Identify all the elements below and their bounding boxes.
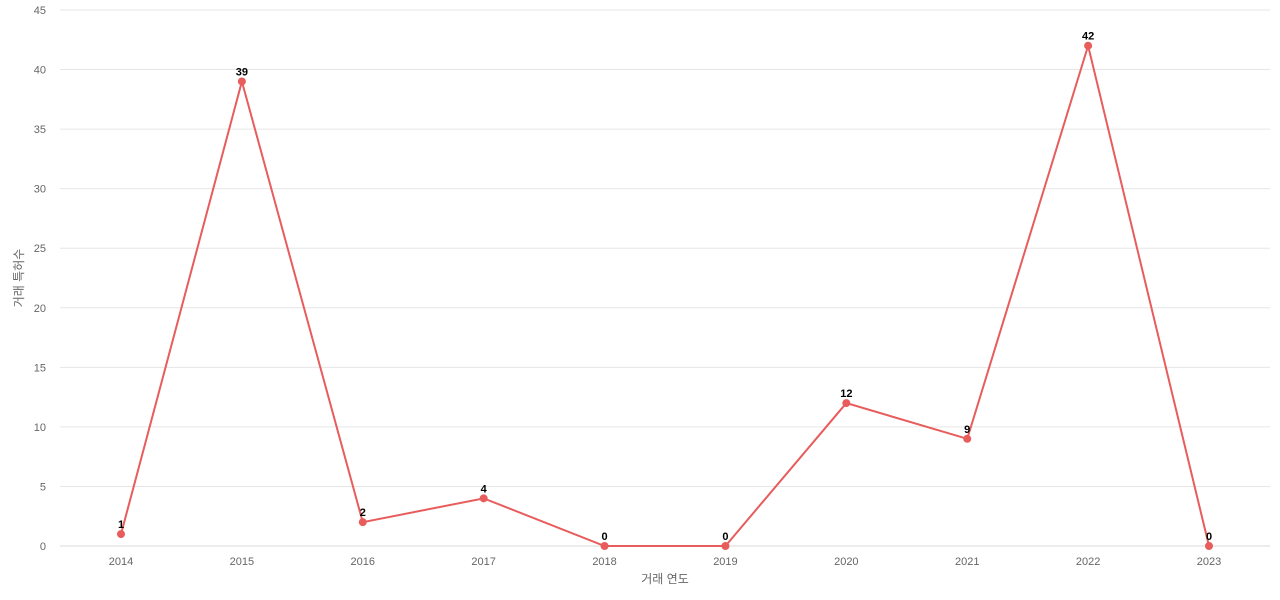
x-tick-label: 2016	[351, 556, 375, 568]
data-label: 0	[722, 531, 728, 543]
data-point	[600, 542, 609, 550]
x-tick-label: 2022	[1076, 556, 1100, 568]
x-axis-ticks: 2014 2015 2016 2017 2018 2019 2020 2021 2022 2023	[109, 556, 1221, 568]
y-axis-title: 거래 특허수	[12, 249, 26, 308]
gridlines	[60, 9, 1270, 547]
y-tick-label: 25	[34, 243, 46, 255]
y-tick-label: 5	[40, 481, 46, 493]
y-tick-label: 20	[34, 303, 46, 315]
y-tick-label: 15	[34, 362, 46, 374]
y-tick-label: 30	[34, 184, 46, 196]
data-label: 4	[481, 483, 488, 495]
data-label: 0	[601, 531, 607, 543]
y-tick-label: 45	[34, 5, 46, 17]
data-label: 1	[118, 519, 124, 531]
data-points	[117, 41, 1213, 550]
series-line	[120, 41, 1210, 547]
x-axis-title: 거래 연도	[641, 572, 689, 586]
y-tick-label: 35	[34, 124, 46, 136]
data-label: 39	[236, 66, 248, 78]
y-axis-ticks: 0 5 10 15 20 25 30 35 40 45	[34, 5, 46, 553]
data-point	[1205, 542, 1213, 550]
y-tick-label: 0	[40, 541, 46, 553]
data-labels: 1 39 2 4 0 0 12 9 42 0	[118, 31, 1212, 543]
data-point	[1084, 41, 1093, 50]
x-tick-label: 2014	[109, 556, 133, 568]
data-point	[842, 399, 851, 408]
data-point	[358, 518, 367, 527]
x-tick-label: 2015	[230, 556, 254, 568]
x-tick-label: 2023	[1197, 556, 1221, 568]
y-tick-label: 10	[34, 422, 46, 434]
data-label: 12	[840, 388, 852, 400]
data-point	[237, 77, 246, 86]
data-point	[479, 494, 488, 503]
data-point	[721, 542, 730, 550]
data-label: 2	[360, 507, 366, 519]
y-tick-label: 40	[34, 65, 46, 77]
x-tick-label: 2020	[834, 556, 858, 568]
data-point	[117, 530, 125, 539]
x-tick-label: 2021	[955, 556, 979, 568]
data-label: 0	[1206, 531, 1212, 543]
data-point	[963, 434, 972, 443]
x-tick-label: 2017	[471, 556, 495, 568]
x-tick-label: 2018	[592, 556, 616, 568]
x-tick-label: 2019	[713, 556, 737, 568]
data-label: 9	[964, 424, 970, 436]
data-label: 42	[1082, 31, 1094, 43]
